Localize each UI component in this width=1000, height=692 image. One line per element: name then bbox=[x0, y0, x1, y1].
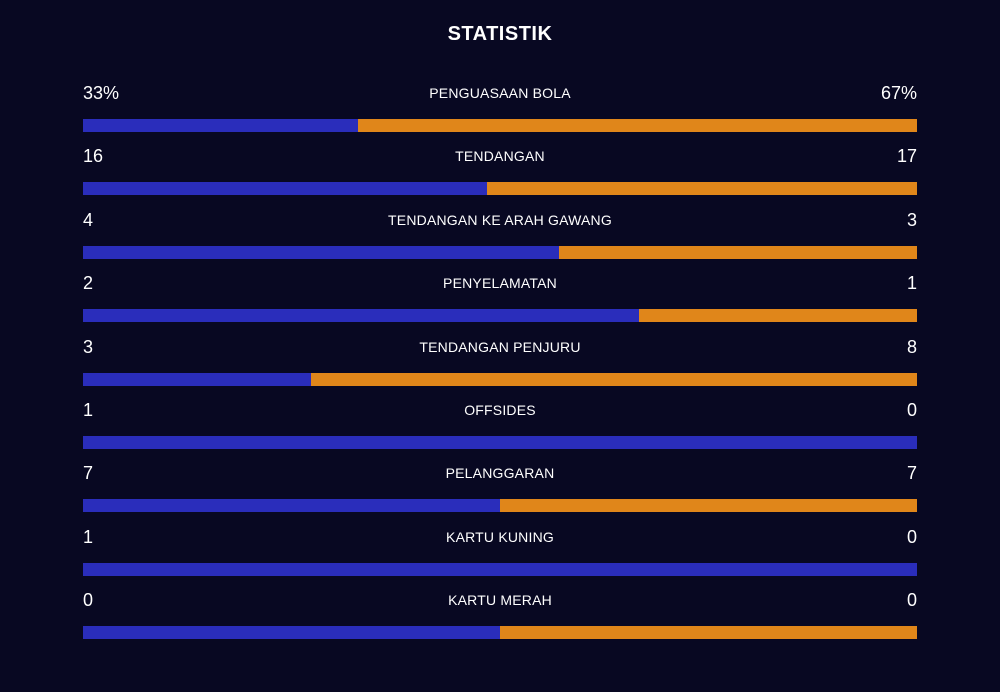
comparison-bar bbox=[83, 182, 917, 196]
stat-row: 1 KARTU KUNING 0 bbox=[83, 524, 917, 587]
stat-row: 7 PELANGGARAN 7 bbox=[83, 460, 917, 523]
home-bar-segment bbox=[83, 626, 500, 640]
page-title: STATISTIK bbox=[447, 23, 553, 45]
stat-label: OFFSIDES bbox=[464, 401, 536, 418]
home-value: 33% bbox=[83, 83, 120, 103]
home-bar-segment bbox=[83, 309, 640, 323]
comparison-bar bbox=[83, 499, 917, 513]
stat-row: 0 KARTU MERAH 0 bbox=[83, 587, 917, 650]
comparison-bar bbox=[83, 435, 917, 449]
stat-label: PELANGGARAN bbox=[445, 465, 555, 482]
home-value: 4 bbox=[83, 209, 94, 230]
stat-row: 1 OFFSIDES 0 bbox=[83, 397, 917, 460]
home-value: 0 bbox=[83, 590, 94, 611]
away-value: 3 bbox=[906, 209, 917, 230]
home-bar-segment bbox=[83, 499, 500, 513]
away-value: 1 bbox=[906, 273, 917, 294]
stat-row: 3 TENDANGAN PENJURU 8 bbox=[83, 334, 917, 397]
away-bar-segment bbox=[559, 245, 917, 259]
home-bar-segment bbox=[83, 372, 311, 386]
comparison-bar bbox=[83, 245, 917, 259]
comparison-bar bbox=[83, 626, 917, 640]
stat-row: 16 TENDANGAN 17 bbox=[83, 143, 917, 206]
away-bar-segment bbox=[487, 182, 917, 196]
stat-label: KARTU KUNING bbox=[446, 528, 554, 545]
away-bar-segment bbox=[310, 372, 917, 386]
home-value: 16 bbox=[83, 146, 104, 167]
stat-row: 4 TENDANGAN KE ARAH GAWANG 3 bbox=[83, 207, 917, 270]
stat-label: PENGUASAAN BOLA bbox=[429, 85, 571, 101]
stat-label: KARTU MERAH bbox=[448, 592, 552, 609]
away-value: 67% bbox=[880, 83, 917, 103]
comparison-bar bbox=[83, 562, 917, 576]
stat-label: TENDANGAN KE ARAH GAWANG bbox=[388, 211, 612, 228]
stat-row: 33% PENGUASAAN BOLA 67% bbox=[83, 80, 917, 143]
stat-row: 2 PENYELAMATAN 1 bbox=[83, 270, 917, 333]
comparison-bar bbox=[83, 119, 917, 132]
home-value: 7 bbox=[83, 463, 94, 484]
home-value: 1 bbox=[83, 399, 94, 420]
stats-list: 33% PENGUASAAN BOLA 67% 16 TENDANGAN 1 7 … bbox=[83, 80, 917, 651]
away-value: 8 bbox=[906, 336, 917, 357]
away-bar-segment bbox=[639, 309, 917, 323]
home-value: 1 bbox=[83, 526, 94, 547]
home-bar-segment bbox=[83, 435, 917, 449]
away-value: 17 bbox=[896, 146, 917, 167]
away-bar-segment bbox=[500, 499, 917, 513]
away-bar-segment bbox=[358, 119, 917, 132]
stat-label: TENDANGAN bbox=[455, 148, 545, 165]
home-bar-segment bbox=[83, 562, 917, 576]
stat-label: TENDANGAN PENJURU bbox=[419, 338, 581, 355]
home-value: 2 bbox=[83, 273, 94, 294]
comparison-bar bbox=[83, 309, 917, 323]
stat-label: PENYELAMATAN bbox=[443, 275, 557, 292]
away-value: 0 bbox=[906, 399, 917, 420]
home-bar-segment bbox=[83, 245, 560, 259]
away-value: 0 bbox=[906, 590, 917, 611]
home-value: 3 bbox=[83, 336, 94, 357]
away-value: 0 bbox=[906, 526, 917, 547]
home-bar-segment bbox=[83, 182, 488, 196]
away-value: 7 bbox=[906, 463, 917, 484]
comparison-bar bbox=[83, 372, 917, 386]
away-bar-segment bbox=[500, 626, 917, 640]
home-bar-segment bbox=[83, 119, 359, 132]
